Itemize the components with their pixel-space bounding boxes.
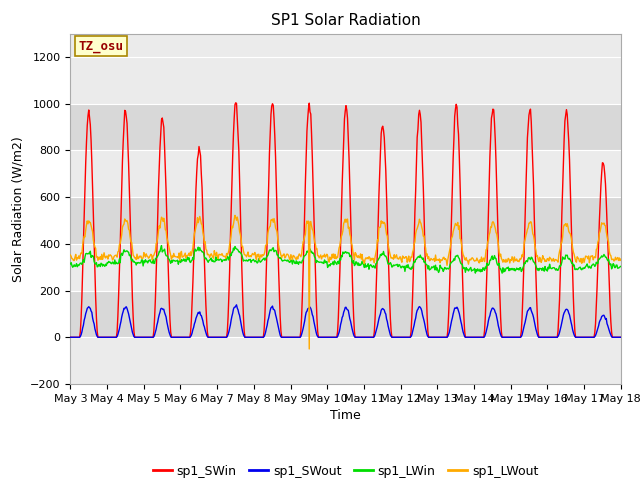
sp1_LWout <box>305 346 313 352</box>
sp1_LWin <box>133 260 141 265</box>
sp1_SWout <box>189 327 196 333</box>
sp1_SWin <box>77 329 84 335</box>
Text: TZ_osu: TZ_osu <box>79 40 124 53</box>
sp1_SWout <box>77 334 84 339</box>
sp1_LWin <box>499 270 506 276</box>
sp1_LWout <box>77 252 84 258</box>
sp1_SWout <box>67 335 74 340</box>
sp1_LWin <box>190 256 198 262</box>
sp1_LWin <box>67 261 74 267</box>
sp1_LWout <box>67 252 74 258</box>
sp1_SWout <box>413 308 421 313</box>
sp1_SWout <box>133 335 141 340</box>
Y-axis label: Solar Radiation (W/m2): Solar Radiation (W/m2) <box>12 136 24 282</box>
sp1_LWout <box>133 251 141 257</box>
sp1_SWin <box>218 335 226 340</box>
Bar <box>70 290 621 337</box>
sp1_SWin <box>429 335 437 340</box>
sp1_SWin <box>189 280 196 286</box>
sp1_LWout <box>414 223 422 229</box>
X-axis label: Time: Time <box>330 409 361 422</box>
sp1_SWin <box>617 335 625 340</box>
sp1_SWin <box>133 335 141 340</box>
Title: SP1 Solar Radiation: SP1 Solar Radiation <box>271 13 420 28</box>
Line: sp1_LWout: sp1_LWout <box>70 216 621 349</box>
Bar <box>70 150 621 197</box>
Line: sp1_SWout: sp1_SWout <box>70 305 621 337</box>
sp1_SWin <box>67 335 74 340</box>
Bar <box>70 244 621 290</box>
sp1_SWout <box>218 335 226 340</box>
sp1_LWin <box>429 264 437 270</box>
sp1_LWout <box>430 256 438 262</box>
Bar <box>70 197 621 244</box>
sp1_SWout <box>617 335 625 340</box>
sp1_LWout <box>617 256 625 262</box>
sp1_LWin <box>219 257 227 263</box>
Bar <box>70 337 621 384</box>
sp1_SWin <box>232 100 239 106</box>
sp1_LWout <box>231 213 239 218</box>
sp1_SWin <box>413 134 421 140</box>
sp1_LWin <box>157 243 165 249</box>
sp1_LWin <box>77 260 84 266</box>
sp1_SWout <box>429 335 437 340</box>
Legend: sp1_SWin, sp1_SWout, sp1_LWin, sp1_LWout: sp1_SWin, sp1_SWout, sp1_LWin, sp1_LWout <box>148 460 543 480</box>
Bar <box>70 57 621 104</box>
sp1_LWin <box>413 255 421 261</box>
Bar <box>70 104 621 150</box>
sp1_LWout <box>218 251 226 256</box>
sp1_LWout <box>189 245 196 251</box>
sp1_LWin <box>617 264 625 269</box>
Line: sp1_SWin: sp1_SWin <box>70 103 621 337</box>
Line: sp1_LWin: sp1_LWin <box>70 246 621 273</box>
sp1_SWout <box>233 302 241 308</box>
